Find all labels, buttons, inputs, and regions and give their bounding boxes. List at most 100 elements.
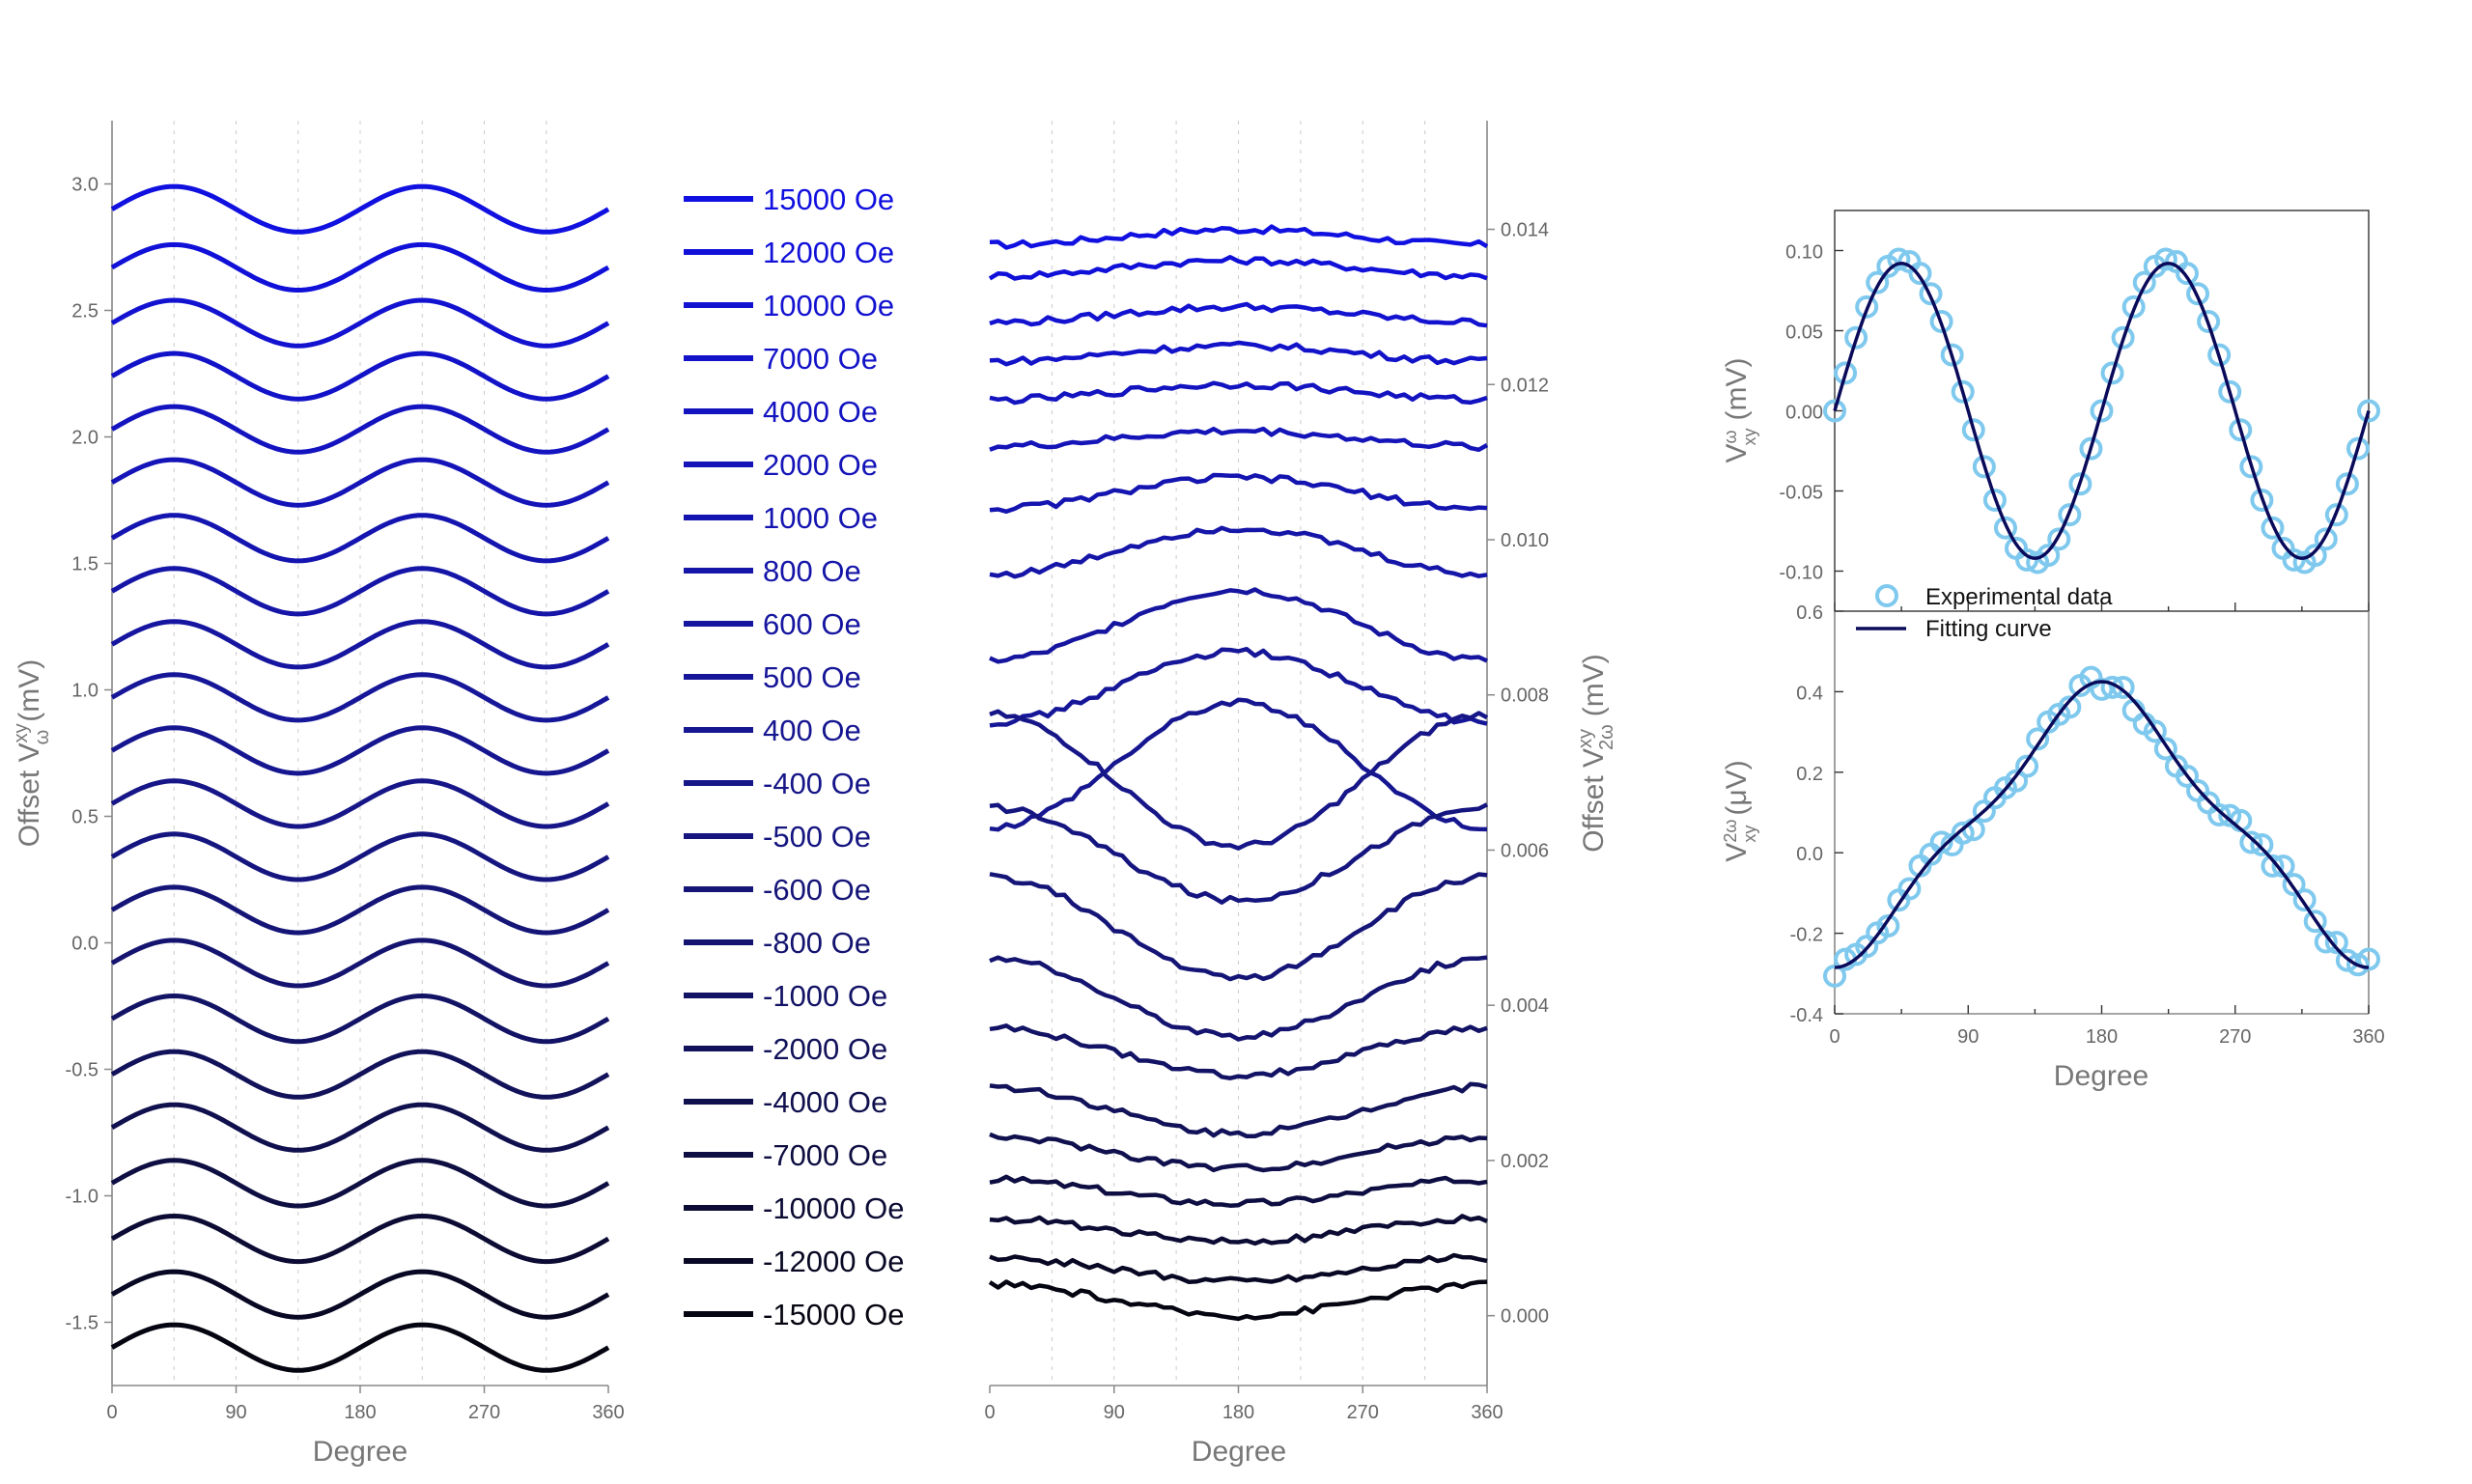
p2-x-tick-label: 0 bbox=[984, 1402, 995, 1423]
p4-data-point bbox=[2175, 764, 2199, 788]
p3-data-point bbox=[2132, 270, 2156, 294]
p4-y-tick-label: -0.2 bbox=[1790, 925, 1823, 946]
p2-y-tick-label: 0.010 bbox=[1501, 530, 1549, 551]
p1-y-tick-label: 3.0 bbox=[71, 175, 98, 196]
p3-data-point bbox=[2058, 503, 2082, 527]
p1-series-line bbox=[110, 831, 610, 882]
p1-y-tick-label: -1.0 bbox=[66, 1187, 98, 1208]
p1-series-line bbox=[110, 404, 610, 455]
p3-y-tick-label: 0.05 bbox=[1785, 322, 1823, 344]
p2-y-tick-label: 0.006 bbox=[1501, 840, 1549, 861]
p1-x-tick-labels: 0 90 180 270 360 bbox=[106, 1386, 625, 1423]
p4-data-point bbox=[2335, 948, 2359, 972]
p4-y-label-sub: xy bbox=[1740, 826, 1759, 843]
p3-data-point bbox=[2100, 361, 2124, 385]
panel-offset-v-omega: -1.5 -1.0 -0.5 0.0 0.5 1.0 1.5 2.0 2.5 3.0 0 90 180… bbox=[11, 121, 625, 1468]
p4-data-point bbox=[2111, 675, 2135, 699]
p3-y-label-unit: (mV) bbox=[1721, 357, 1753, 420]
p3-data-point bbox=[1855, 294, 1879, 319]
p2-series-line bbox=[989, 472, 1488, 515]
p1-series-line bbox=[110, 241, 610, 293]
p3-data-point bbox=[2250, 488, 2274, 512]
p4-fitting-curve bbox=[1834, 680, 2370, 969]
legend-label: -7000 Oe bbox=[763, 1138, 887, 1172]
p3-data-point bbox=[2239, 455, 2263, 479]
p4-y-label-sup: 2ω bbox=[1721, 820, 1740, 843]
p4-data-point bbox=[2153, 737, 2177, 761]
legend-label: 800 Oe bbox=[763, 554, 861, 588]
p1-y-tick-label: 1.5 bbox=[71, 554, 98, 575]
p2-x-axis-label: Degree bbox=[1192, 1436, 1286, 1468]
p4-data-point bbox=[2239, 830, 2263, 854]
p3-y-tick-label: 0.10 bbox=[1785, 242, 1823, 264]
p3-data-point bbox=[2335, 472, 2359, 496]
p4-data-point bbox=[1929, 830, 1953, 854]
p3-data-point bbox=[2346, 436, 2370, 461]
p3-y-label-main: V bbox=[1721, 444, 1753, 463]
p1-x-tick-label: 180 bbox=[344, 1402, 376, 1423]
p3-data-point bbox=[2207, 343, 2232, 367]
legend-label: -15000 Oe bbox=[763, 1298, 905, 1331]
p3-y-label-sup: ω bbox=[1721, 430, 1740, 443]
p1-y-tick-label: 1.0 bbox=[71, 681, 98, 702]
p2-series-line bbox=[989, 646, 1488, 728]
p2-series-line bbox=[988, 255, 1488, 281]
p2-series-line bbox=[989, 301, 1488, 328]
p4-x-tick-label: 0 bbox=[1829, 1026, 1840, 1048]
p1-series-line bbox=[110, 884, 610, 936]
p2-series-line bbox=[989, 1023, 1488, 1080]
p1-series-line bbox=[110, 1322, 610, 1373]
p3-y-tick-label: 0.00 bbox=[1785, 403, 1823, 424]
legend-label: 600 Oe bbox=[763, 607, 861, 641]
p1-y-tick-label: 0.0 bbox=[71, 934, 98, 955]
p4-data-point bbox=[2303, 910, 2327, 934]
p1-y-label-sub: ω bbox=[32, 730, 53, 745]
legend-experimental-label: Experimental data bbox=[1925, 584, 2113, 610]
p1-y-tick-label: 2.5 bbox=[71, 301, 98, 322]
p2-y-label-sub: 2ω bbox=[1596, 724, 1617, 750]
p4-experimental-points bbox=[1823, 665, 2380, 988]
p3-data-point bbox=[1961, 418, 1985, 442]
p1-series-line bbox=[110, 1049, 610, 1100]
p3-data-point bbox=[2153, 247, 2177, 271]
p2-y-tick-label: 0.002 bbox=[1501, 1151, 1549, 1172]
p2-series-line bbox=[989, 525, 1488, 579]
p2-x-tick-label: 90 bbox=[1104, 1402, 1125, 1423]
p4-data-point bbox=[2207, 802, 2232, 826]
p1-series-line bbox=[110, 457, 610, 508]
p3-data-point bbox=[1887, 247, 1911, 271]
p4-x-tick-label: 270 bbox=[2219, 1026, 2251, 1048]
p3-data-point bbox=[2175, 262, 2199, 286]
p1-y-label-sup: xy bbox=[11, 723, 32, 742]
p1-x-tick-label: 270 bbox=[468, 1402, 500, 1423]
p3-y-tick-label: -0.10 bbox=[1779, 563, 1823, 584]
p2-series-line bbox=[989, 709, 1489, 851]
p3-data-point bbox=[2303, 544, 2327, 568]
p4-y-tick-label: -0.4 bbox=[1790, 1005, 1823, 1026]
p1-series-line bbox=[110, 566, 610, 617]
p1-y-tick-label: -1.5 bbox=[66, 1313, 98, 1334]
p2-y-label-sup: xy bbox=[1575, 729, 1596, 748]
p2-series-line bbox=[989, 340, 1488, 367]
p1-series-line bbox=[110, 725, 610, 776]
legend-label: 7000 Oe bbox=[763, 342, 878, 376]
p3-inset-legend: Experimental data Fitting curve bbox=[1856, 584, 2113, 642]
p3-data-point bbox=[1834, 361, 1858, 385]
legend-label: -10000 Oe bbox=[763, 1191, 905, 1225]
p2-x-tick-label: 360 bbox=[1471, 1402, 1503, 1423]
p3-data-point bbox=[2121, 294, 2146, 319]
p3-data-point bbox=[2090, 399, 2114, 423]
p1-x-axis-label: Degree bbox=[313, 1436, 407, 1468]
field-legend: 15000 Oe 12000 Oe 10000 Oe 7000 Oe 4000 Oe 20… bbox=[684, 182, 905, 1331]
p3-data-point bbox=[1993, 516, 2017, 540]
p2-series-line bbox=[989, 1132, 1488, 1173]
p3-data-point bbox=[1940, 343, 1964, 367]
legend-label: 15000 Oe bbox=[763, 182, 894, 216]
p1-series-line bbox=[110, 183, 610, 235]
p1-series-line bbox=[110, 994, 610, 1045]
p1-series-line bbox=[110, 619, 610, 670]
p4-data-point bbox=[2324, 931, 2348, 955]
p3-data-point bbox=[1929, 310, 1953, 334]
p1-series-lines bbox=[110, 183, 610, 1373]
